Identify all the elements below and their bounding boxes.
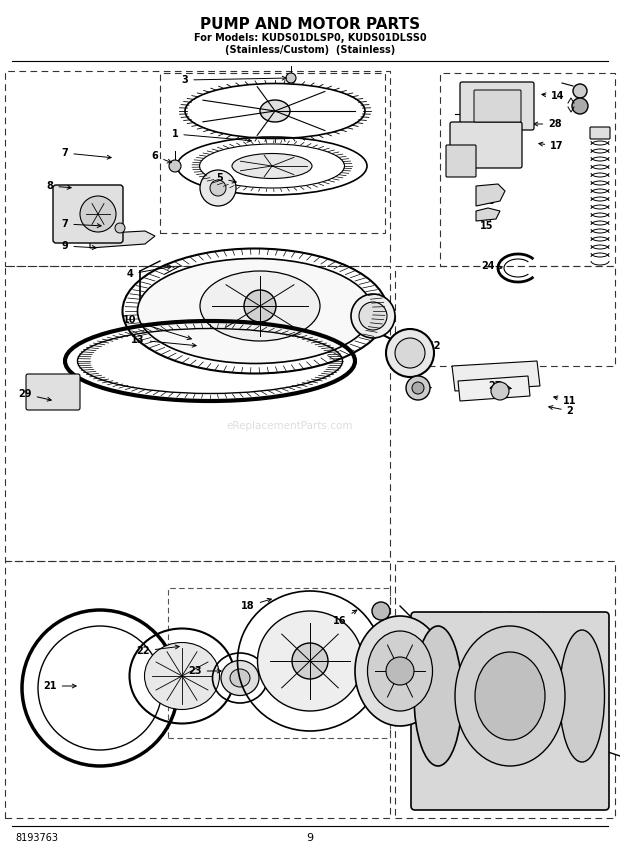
FancyBboxPatch shape <box>446 145 476 177</box>
Text: 11: 11 <box>554 396 577 406</box>
Text: 6: 6 <box>152 151 171 163</box>
Text: 2: 2 <box>549 406 574 416</box>
Ellipse shape <box>355 616 445 726</box>
Text: 13: 13 <box>131 335 196 348</box>
Ellipse shape <box>260 100 290 122</box>
Circle shape <box>386 329 434 377</box>
Text: 23: 23 <box>188 666 221 676</box>
Text: 3: 3 <box>182 75 286 85</box>
Circle shape <box>359 302 387 330</box>
Circle shape <box>115 223 125 233</box>
Text: 7: 7 <box>61 148 111 159</box>
Text: 18: 18 <box>241 598 272 611</box>
Text: 17: 17 <box>539 141 564 151</box>
Circle shape <box>372 602 390 620</box>
Circle shape <box>351 294 395 338</box>
Text: 1: 1 <box>172 129 251 142</box>
Circle shape <box>573 84 587 98</box>
Circle shape <box>244 290 276 322</box>
Circle shape <box>200 170 236 206</box>
Ellipse shape <box>138 259 373 364</box>
Circle shape <box>292 643 328 679</box>
FancyBboxPatch shape <box>411 612 609 810</box>
Text: 12: 12 <box>418 341 441 351</box>
Polygon shape <box>458 376 530 401</box>
FancyBboxPatch shape <box>460 82 534 130</box>
Circle shape <box>412 382 424 394</box>
Ellipse shape <box>257 611 363 711</box>
Polygon shape <box>476 208 500 221</box>
Text: 7: 7 <box>61 219 101 229</box>
Ellipse shape <box>232 153 312 179</box>
FancyBboxPatch shape <box>474 90 521 122</box>
Circle shape <box>406 376 430 400</box>
FancyBboxPatch shape <box>53 185 123 243</box>
Circle shape <box>80 196 116 232</box>
Text: 25: 25 <box>466 101 506 111</box>
Text: 4: 4 <box>126 265 171 279</box>
Ellipse shape <box>221 661 259 695</box>
Text: 16: 16 <box>334 610 356 626</box>
Text: For Models: KUDS01DLSP0, KUDS01DLSS0: For Models: KUDS01DLSP0, KUDS01DLSS0 <box>193 33 427 43</box>
Ellipse shape <box>455 626 565 766</box>
Text: 8193763: 8193763 <box>15 833 58 843</box>
FancyBboxPatch shape <box>450 122 522 168</box>
Circle shape <box>386 657 414 685</box>
Circle shape <box>286 73 296 83</box>
FancyBboxPatch shape <box>590 127 610 139</box>
Circle shape <box>395 338 425 368</box>
Text: 26: 26 <box>406 381 431 391</box>
Text: 9: 9 <box>61 241 96 251</box>
Text: 28: 28 <box>534 119 562 129</box>
Text: 14: 14 <box>542 91 565 101</box>
Ellipse shape <box>559 630 604 762</box>
Ellipse shape <box>144 643 219 710</box>
Circle shape <box>491 382 509 400</box>
Text: 22: 22 <box>136 645 179 656</box>
Ellipse shape <box>230 669 250 687</box>
Text: 8: 8 <box>46 181 71 191</box>
Ellipse shape <box>414 626 462 766</box>
Text: (Stainless/Custom)  (Stainless): (Stainless/Custom) (Stainless) <box>225 45 395 55</box>
Text: 24: 24 <box>481 261 502 271</box>
Polygon shape <box>476 184 505 206</box>
Text: 15: 15 <box>480 217 494 231</box>
Text: 21: 21 <box>43 681 76 691</box>
Circle shape <box>169 160 181 172</box>
FancyBboxPatch shape <box>26 374 80 410</box>
Text: 9: 9 <box>306 833 314 843</box>
Circle shape <box>210 180 226 196</box>
Ellipse shape <box>368 631 433 711</box>
Polygon shape <box>90 231 155 248</box>
Text: 20: 20 <box>503 715 516 731</box>
Text: eReplacementParts.com: eReplacementParts.com <box>227 421 353 431</box>
Text: 27: 27 <box>489 381 511 391</box>
Text: PUMP AND MOTOR PARTS: PUMP AND MOTOR PARTS <box>200 16 420 32</box>
Polygon shape <box>452 361 540 391</box>
Ellipse shape <box>475 652 545 740</box>
Circle shape <box>572 98 588 114</box>
Text: 29: 29 <box>18 389 51 401</box>
Ellipse shape <box>200 271 320 341</box>
Text: 5: 5 <box>216 173 236 183</box>
Text: 10: 10 <box>123 315 192 340</box>
Text: 19: 19 <box>483 193 498 206</box>
